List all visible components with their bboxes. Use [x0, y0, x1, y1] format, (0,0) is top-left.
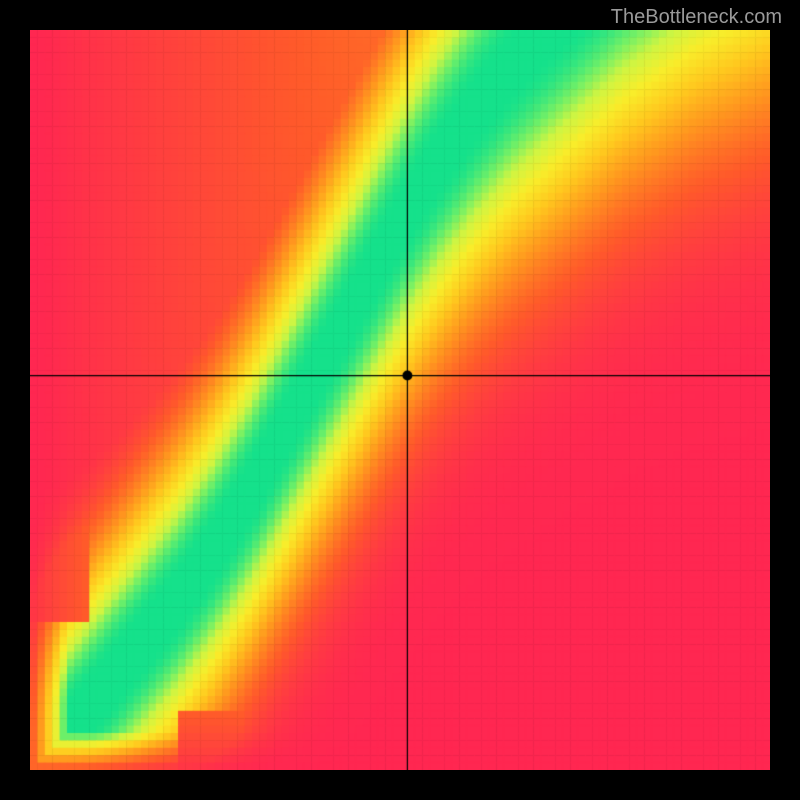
heatmap-chart: [30, 30, 770, 770]
heatmap-canvas: [30, 30, 770, 770]
watermark-text: TheBottleneck.com: [611, 6, 782, 29]
